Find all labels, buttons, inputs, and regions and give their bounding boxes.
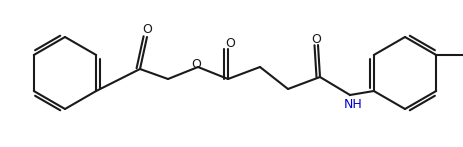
- Text: O: O: [142, 22, 151, 35]
- Text: O: O: [191, 57, 200, 71]
- Text: NH: NH: [343, 98, 362, 112]
- Text: O: O: [310, 32, 320, 46]
- Text: O: O: [225, 36, 234, 50]
